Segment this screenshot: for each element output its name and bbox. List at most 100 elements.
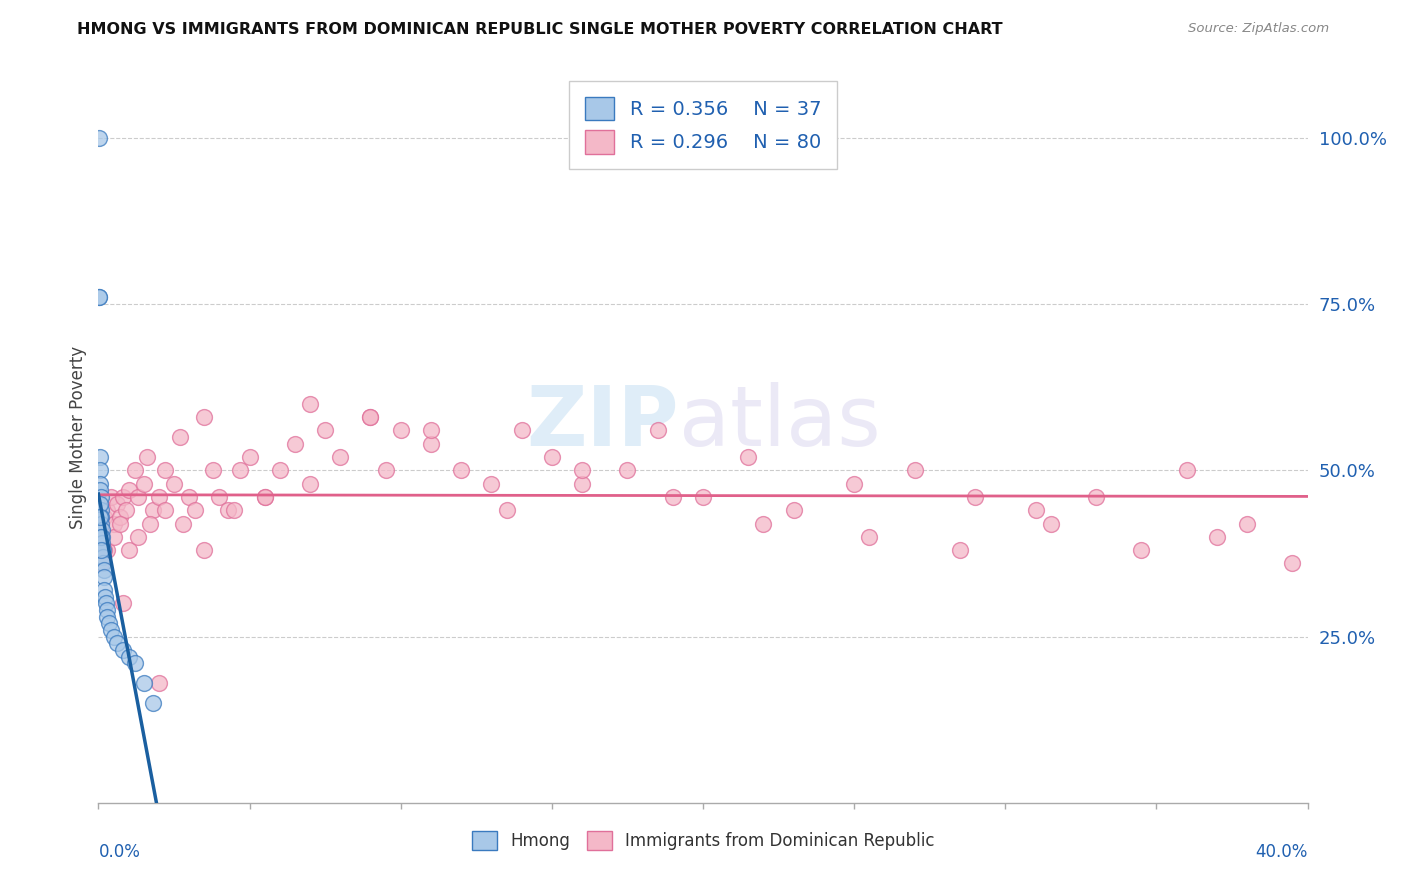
- Point: [193, 543, 215, 558]
- Point: [96, 609, 118, 624]
- Point: [229, 463, 252, 477]
- Point: [98, 616, 121, 631]
- Point: [1175, 463, 1198, 477]
- Point: [269, 463, 291, 477]
- Legend: Hmong, Immigrants from Dominican Republic: Hmong, Immigrants from Dominican Republi…: [465, 824, 941, 856]
- Point: [89, 463, 111, 477]
- Point: [89, 450, 111, 464]
- Point: [481, 476, 503, 491]
- Point: [90, 530, 112, 544]
- Point: [783, 503, 806, 517]
- Point: [91, 557, 114, 571]
- Text: atlas: atlas: [679, 382, 880, 463]
- Point: [374, 463, 396, 477]
- Point: [1130, 543, 1153, 558]
- Point: [314, 424, 336, 438]
- Point: [540, 450, 562, 464]
- Point: [93, 570, 115, 584]
- Point: [89, 290, 111, 304]
- Point: [93, 563, 115, 577]
- Point: [103, 530, 125, 544]
- Point: [284, 436, 307, 450]
- Point: [93, 543, 115, 558]
- Point: [118, 483, 141, 498]
- Point: [96, 503, 118, 517]
- Point: [647, 424, 669, 438]
- Point: [1024, 503, 1046, 517]
- Point: [1281, 557, 1303, 571]
- Point: [450, 463, 472, 477]
- Point: [858, 530, 880, 544]
- Point: [224, 503, 246, 517]
- Point: [89, 131, 111, 145]
- Point: [253, 490, 276, 504]
- Point: [90, 509, 112, 524]
- Point: [420, 436, 443, 450]
- Point: [389, 424, 412, 438]
- Point: [91, 543, 114, 558]
- Point: [90, 543, 112, 558]
- Point: [148, 676, 170, 690]
- Point: [661, 490, 683, 504]
- Point: [904, 463, 927, 477]
- Point: [93, 509, 115, 524]
- Point: [96, 603, 118, 617]
- Point: [844, 476, 866, 491]
- Point: [90, 516, 112, 531]
- Point: [132, 476, 155, 491]
- Point: [299, 397, 322, 411]
- Point: [91, 536, 114, 550]
- Point: [1039, 516, 1062, 531]
- Point: [103, 630, 125, 644]
- Point: [103, 516, 125, 531]
- Point: [94, 596, 117, 610]
- Text: 40.0%: 40.0%: [1256, 843, 1308, 861]
- Point: [89, 483, 111, 498]
- Point: [142, 696, 165, 710]
- Text: 0.0%: 0.0%: [98, 843, 141, 861]
- Point: [132, 676, 155, 690]
- Point: [89, 509, 111, 524]
- Point: [163, 476, 186, 491]
- Point: [111, 490, 134, 504]
- Point: [111, 643, 134, 657]
- Point: [1236, 516, 1258, 531]
- Point: [148, 490, 170, 504]
- Point: [124, 656, 146, 670]
- Point: [360, 410, 382, 425]
- Point: [90, 557, 112, 571]
- Point: [949, 543, 972, 558]
- Text: ZIP: ZIP: [526, 382, 679, 463]
- Point: [90, 523, 112, 537]
- Point: [118, 649, 141, 664]
- Point: [202, 463, 225, 477]
- Point: [100, 490, 122, 504]
- Y-axis label: Single Mother Poverty: Single Mother Poverty: [69, 345, 87, 529]
- Point: [139, 516, 162, 531]
- Point: [965, 490, 987, 504]
- Point: [142, 503, 165, 517]
- Point: [93, 582, 115, 597]
- Point: [299, 476, 322, 491]
- Point: [118, 543, 141, 558]
- Point: [692, 490, 714, 504]
- Point: [510, 424, 533, 438]
- Point: [105, 497, 128, 511]
- Point: [96, 543, 118, 558]
- Point: [89, 476, 111, 491]
- Point: [105, 636, 128, 650]
- Point: [217, 503, 239, 517]
- Point: [495, 503, 517, 517]
- Point: [752, 516, 775, 531]
- Point: [253, 490, 276, 504]
- Point: [329, 450, 352, 464]
- Point: [124, 463, 146, 477]
- Point: [89, 290, 111, 304]
- Point: [90, 503, 112, 517]
- Point: [239, 450, 262, 464]
- Point: [127, 530, 149, 544]
- Point: [91, 530, 114, 544]
- Point: [89, 497, 111, 511]
- Point: [90, 490, 112, 504]
- Point: [111, 596, 134, 610]
